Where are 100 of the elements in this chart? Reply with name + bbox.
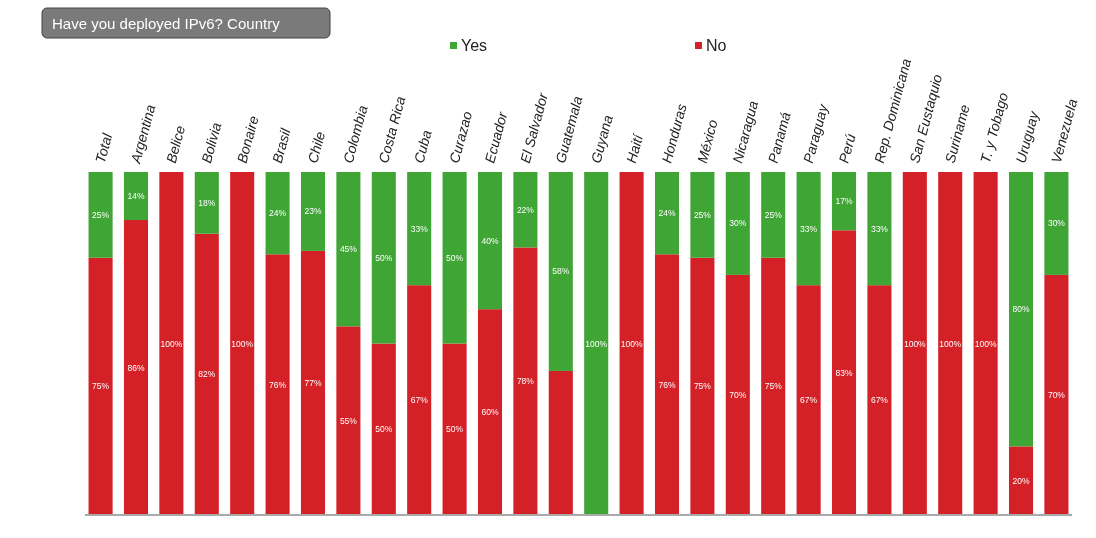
bar <box>300 250 326 515</box>
x-tick-label: Costa Rica <box>375 94 409 165</box>
bar <box>902 172 927 515</box>
data-label: 25% <box>693 209 712 220</box>
x-tick-label: Bolivia <box>198 120 225 165</box>
data-label: 24% <box>269 208 287 219</box>
bar <box>407 285 432 515</box>
data-label: 25% <box>764 209 783 220</box>
x-tick-label: Bonaire <box>233 113 262 165</box>
bar <box>336 172 361 327</box>
bar <box>336 326 361 515</box>
data-label: 33% <box>800 223 818 234</box>
bar <box>300 172 326 251</box>
bar <box>88 257 113 515</box>
data-label: 25% <box>92 209 110 220</box>
x-tick-label: T. y Tobago <box>977 90 1012 165</box>
data-label: 83% <box>835 367 853 378</box>
data-label: 100% <box>160 338 183 349</box>
bar <box>761 257 786 515</box>
data-label: 60% <box>481 407 499 418</box>
x-tick-label: Belice <box>162 123 189 165</box>
bar <box>548 370 573 515</box>
data-label: 23% <box>304 206 322 217</box>
x-tick-label: El Salvador <box>516 90 552 165</box>
x-tick-label: México <box>693 117 721 165</box>
data-label: 33% <box>870 223 889 234</box>
data-label: 50% <box>375 252 393 263</box>
x-tick-label: Guyana <box>587 113 616 165</box>
x-tick-label: Suriname <box>941 102 973 165</box>
x-tick-label: Haití <box>623 130 647 165</box>
bar <box>442 343 467 515</box>
x-tick-label: Chile <box>304 129 329 165</box>
bar <box>867 172 892 286</box>
x-tick-label: Perú <box>835 131 859 165</box>
data-label: 14% <box>127 191 145 202</box>
bar <box>1044 274 1069 515</box>
data-label: 100% <box>585 338 608 349</box>
data-label: 50% <box>375 424 393 435</box>
bar <box>159 172 184 515</box>
bar <box>123 220 149 515</box>
x-tick-label: Panamá <box>764 110 794 165</box>
bar <box>407 172 432 286</box>
bar <box>265 172 290 255</box>
data-label: 75% <box>693 381 712 392</box>
data-label: 58% <box>552 266 570 277</box>
bar <box>230 172 255 515</box>
legend-label: No <box>706 37 727 54</box>
data-label: 70% <box>729 389 747 400</box>
data-label: 40% <box>481 235 499 246</box>
data-label: 17% <box>835 196 853 207</box>
bar <box>796 172 821 286</box>
x-tick-label: Curazao <box>446 109 476 165</box>
bar <box>654 254 680 515</box>
bar <box>371 343 396 515</box>
x-tick-label: Total <box>92 130 116 165</box>
bar <box>123 172 149 221</box>
data-label: 100% <box>231 338 254 349</box>
chart-title: Have you deployed IPv6? Country <box>52 15 281 32</box>
data-label: 75% <box>92 381 110 392</box>
bar <box>690 257 715 515</box>
bar <box>477 309 503 515</box>
data-label: 75% <box>764 381 783 392</box>
data-label: 82% <box>198 369 216 380</box>
data-label: 67% <box>410 395 429 406</box>
data-label: 76% <box>658 379 676 390</box>
bar <box>654 172 680 255</box>
data-label: 18% <box>198 197 216 208</box>
bar <box>513 247 538 515</box>
bar <box>831 172 857 231</box>
data-label: 55% <box>339 415 358 426</box>
bar <box>371 172 396 344</box>
bar <box>513 172 538 248</box>
data-label: 30% <box>1047 218 1066 229</box>
x-tick-label: Ecuador <box>481 108 511 165</box>
data-label: 45% <box>339 244 358 255</box>
legend-label: Yes <box>461 37 488 54</box>
bar <box>442 172 467 344</box>
bar <box>548 172 573 371</box>
bar <box>584 172 609 515</box>
data-label: 70% <box>1047 389 1066 400</box>
bar <box>796 285 821 515</box>
data-label: 100% <box>974 338 997 349</box>
bar <box>194 233 219 515</box>
data-label: 86% <box>127 362 145 373</box>
data-label: 33% <box>410 223 429 234</box>
data-label: 20% <box>1012 475 1030 486</box>
data-label: 78% <box>516 376 535 387</box>
bar <box>938 172 963 515</box>
bar <box>88 172 113 258</box>
bar <box>1008 446 1034 515</box>
bar <box>477 172 503 310</box>
data-label: 77% <box>304 377 322 388</box>
bar <box>194 172 219 234</box>
data-label: 50% <box>446 424 464 435</box>
data-label: 100% <box>939 338 962 349</box>
data-label: 50% <box>446 252 464 263</box>
bar <box>867 285 892 515</box>
data-label: 30% <box>729 218 747 229</box>
bar <box>831 230 857 515</box>
data-label: 22% <box>516 204 535 215</box>
